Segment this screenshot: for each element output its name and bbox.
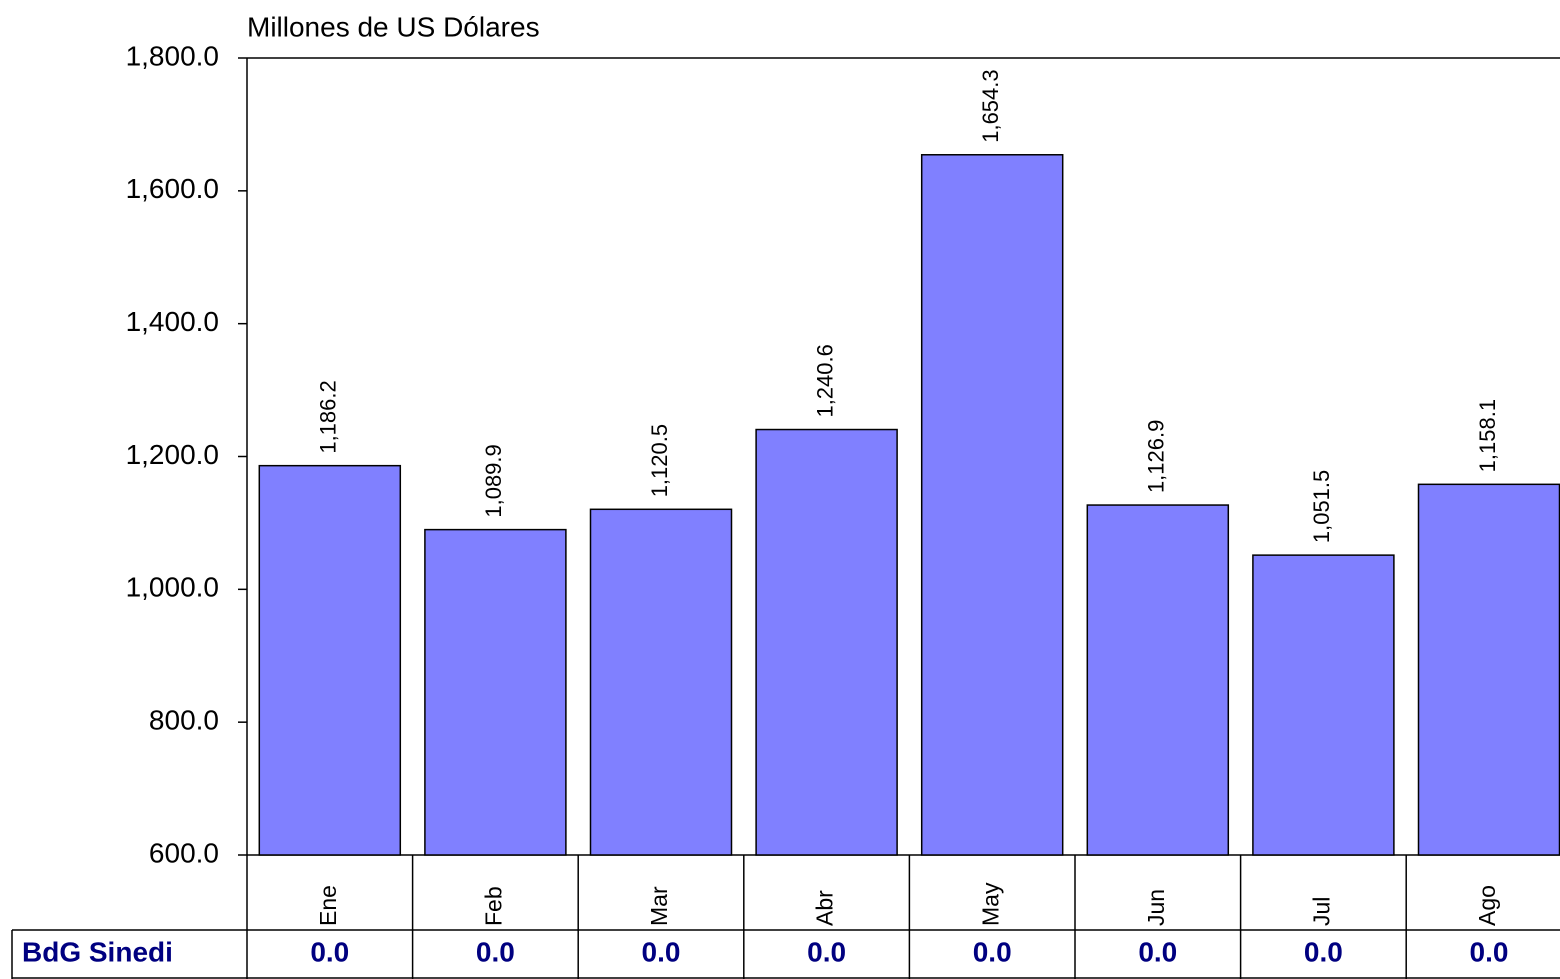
y-tick-label: 1,800.0	[126, 40, 219, 71]
bar	[1417, 483, 1560, 856]
y-tick-label: 1,200.0	[126, 439, 219, 470]
x-tick-label: Jun	[1143, 889, 1169, 926]
table-cell: 0.0	[1304, 936, 1343, 967]
table-row-label: BdG Sinedi	[22, 936, 173, 967]
bar	[424, 528, 567, 856]
x-tick-label: Mar	[646, 886, 672, 926]
value-label: 1,051.5	[1309, 470, 1334, 543]
table-cell: 0.0	[973, 936, 1012, 967]
table-cell: 0.0	[642, 936, 681, 967]
value-label: 1,186.2	[316, 380, 341, 453]
x-tick-label: Jul	[1308, 897, 1334, 926]
bar	[589, 508, 733, 856]
x-tick-label: Abr	[812, 890, 838, 926]
table-cell: 0.0	[807, 936, 846, 967]
table-cell: 0.0	[310, 936, 349, 967]
y-tick-label: 1,000.0	[126, 572, 219, 603]
x-tick-label: Ene	[315, 885, 341, 926]
table-cell: 0.0	[1138, 936, 1177, 967]
value-label: 1,654.3	[978, 69, 1003, 142]
y-axis-label: Millones de US Dólares	[247, 11, 540, 42]
y-tick-label: 1,400.0	[126, 306, 219, 337]
bar	[755, 428, 898, 856]
x-tick-label: May	[977, 882, 1003, 926]
bar	[1086, 504, 1230, 856]
table-cell: 0.0	[476, 936, 515, 967]
value-label: 1,158.1	[1475, 399, 1500, 472]
value-label: 1,240.6	[812, 344, 837, 417]
y-tick-label: 1,600.0	[126, 173, 219, 204]
x-tick-label: Ago	[1474, 885, 1500, 926]
table-cell: 0.0	[1470, 936, 1509, 967]
y-tick-label: 800.0	[149, 705, 219, 736]
bar	[1252, 554, 1395, 856]
value-label: 1,120.5	[647, 424, 672, 497]
x-tick-label: Feb	[480, 886, 506, 926]
y-tick-label: 600.0	[149, 837, 219, 868]
value-label: 1,126.9	[1144, 420, 1169, 493]
bar	[258, 464, 402, 856]
bar	[920, 154, 1064, 856]
value-label: 1,089.9	[481, 444, 506, 517]
